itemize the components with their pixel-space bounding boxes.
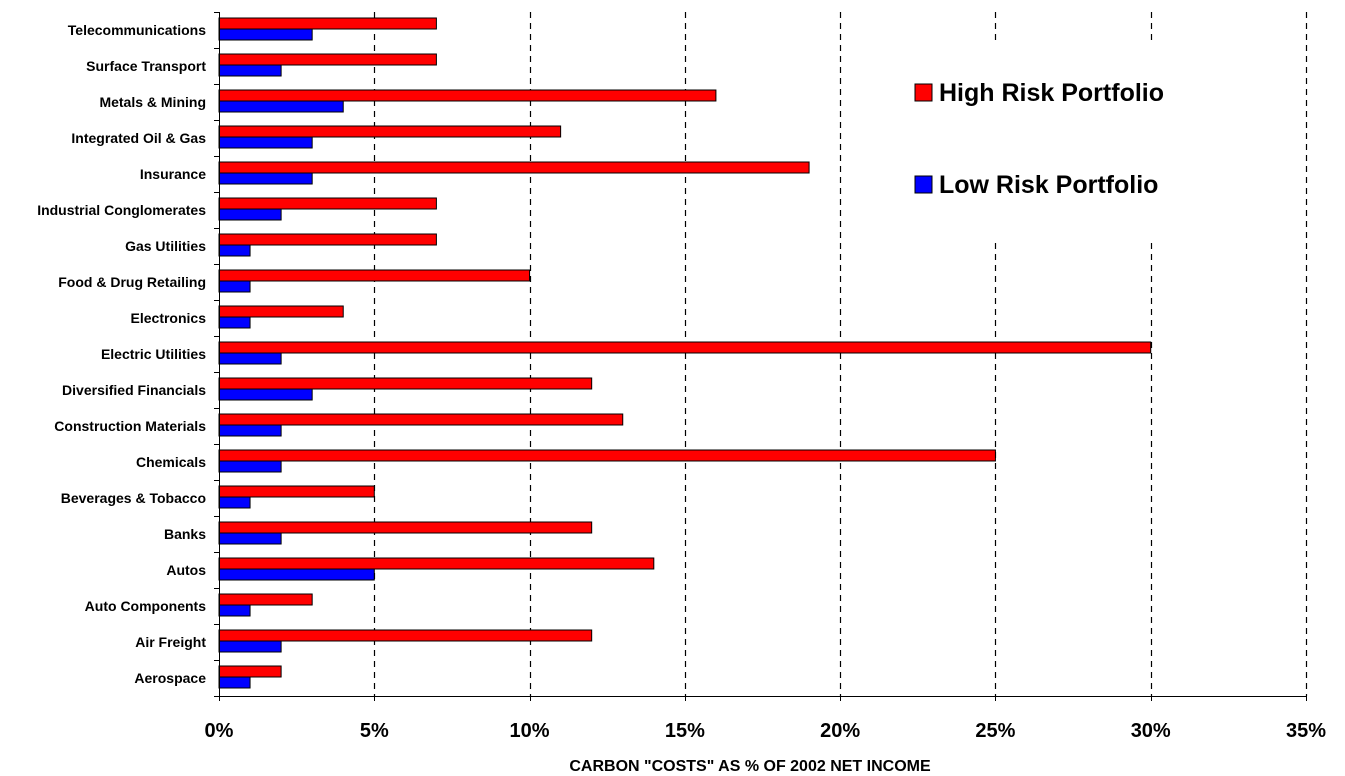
x-axis-title: CARBON "COSTS" AS % OF 2002 NET INCOME — [569, 758, 931, 775]
bar-high-risk — [218, 125, 562, 138]
category-label: Insurance — [140, 166, 206, 182]
bar-low-risk — [218, 172, 313, 185]
legend-swatch — [914, 175, 933, 194]
bar-high-risk — [218, 593, 313, 606]
category-label: Surface Transport — [86, 58, 206, 74]
bar-low-risk — [218, 316, 251, 329]
bar-low-risk — [218, 460, 282, 473]
bar-low-risk — [218, 244, 251, 257]
bar-high-risk — [218, 449, 996, 462]
bar-high-risk — [218, 233, 437, 246]
bar-high-risk — [218, 341, 1152, 354]
bar-low-risk — [218, 604, 251, 617]
bar-high-risk — [218, 377, 593, 390]
bar-low-risk — [218, 568, 375, 581]
bar-high-risk — [218, 197, 437, 210]
bar-high-risk — [218, 17, 437, 30]
category-label: Auto Components — [85, 598, 207, 614]
category-label: Chemicals — [136, 454, 206, 470]
legend-background — [905, 45, 1300, 240]
bar-high-risk — [218, 557, 655, 570]
category-label: Diversified Financials — [62, 382, 206, 398]
bar-low-risk — [218, 640, 282, 653]
bar-high-risk — [218, 413, 624, 426]
x-tick-label: 35% — [1286, 720, 1326, 742]
bar-low-risk — [218, 388, 313, 401]
legend-swatch — [914, 83, 933, 102]
x-tick-label: 15% — [665, 720, 705, 742]
category-label: Gas Utilities — [125, 238, 206, 254]
category-label: Industrial Conglomerates — [37, 202, 206, 218]
axes — [214, 12, 1307, 701]
bar-high-risk — [218, 629, 593, 642]
category-label: Electric Utilities — [101, 346, 206, 362]
legend-label: Low Risk Portfolio — [939, 171, 1158, 199]
category-label: Air Freight — [135, 634, 206, 650]
category-labels: Telecommunications Surface Transport Metal… — [37, 22, 206, 686]
x-tick-label: 5% — [360, 720, 389, 742]
bar-low-risk — [218, 676, 251, 689]
x-tick-label: 20% — [820, 720, 860, 742]
bar-low-risk — [218, 136, 313, 149]
bar-low-risk — [218, 496, 251, 509]
bar-low-risk — [218, 532, 282, 545]
category-label: Beverages & Tobacco — [61, 490, 206, 506]
bar-low-risk — [218, 208, 282, 221]
bar-high-risk — [218, 485, 375, 498]
category-label: Integrated Oil & Gas — [71, 130, 206, 146]
category-label: Construction Materials — [54, 418, 206, 434]
bar-low-risk — [218, 352, 282, 365]
x-tick-label: 30% — [1131, 720, 1171, 742]
bar-high-risk — [218, 665, 282, 678]
bar-low-risk — [218, 28, 313, 41]
x-tick-labels: 0% 5% 10% 15% 20% 25% 30% 35% — [205, 720, 1327, 742]
category-label: Aerospace — [134, 670, 206, 686]
bar-high-risk — [218, 305, 344, 318]
bars — [218, 17, 1152, 689]
bar-low-risk — [218, 280, 251, 293]
bar-low-risk — [218, 424, 282, 437]
bar-high-risk — [218, 89, 717, 102]
bar-high-risk — [218, 161, 810, 174]
legend-label: High Risk Portfolio — [939, 79, 1164, 107]
bar-high-risk — [218, 53, 437, 66]
bar-high-risk — [218, 269, 531, 282]
category-label: Telecommunications — [68, 22, 206, 38]
x-tick-label: 0% — [205, 720, 234, 742]
category-label: Banks — [164, 526, 206, 542]
category-label: Food & Drug Retailing — [58, 274, 206, 290]
bar-low-risk — [218, 100, 344, 113]
category-label: Electronics — [131, 310, 207, 326]
x-tick-label: 10% — [510, 720, 550, 742]
bar-high-risk — [218, 521, 593, 534]
category-label: Autos — [166, 562, 206, 578]
legend: High Risk Portfolio Low Risk Portfolio — [914, 79, 1164, 199]
x-tick-label: 25% — [975, 720, 1015, 742]
bar-low-risk — [218, 64, 282, 77]
category-label: Metals & Mining — [99, 94, 206, 110]
